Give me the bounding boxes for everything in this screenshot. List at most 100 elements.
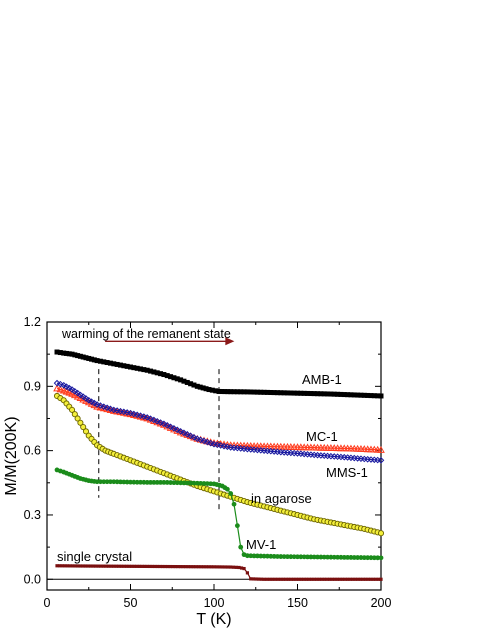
data-point <box>173 426 181 434</box>
data-point <box>244 389 250 395</box>
label-single-crystal: single crystal <box>57 549 132 564</box>
data-point <box>181 565 185 569</box>
data-point <box>204 565 208 569</box>
data-point <box>229 565 233 569</box>
data-point <box>231 389 237 395</box>
data-point <box>88 398 95 405</box>
data-point <box>83 355 89 361</box>
data-point <box>161 564 165 569</box>
data-point <box>69 406 76 413</box>
data-point <box>91 564 95 568</box>
data-point <box>86 355 92 361</box>
data-point <box>328 391 334 397</box>
data-point <box>271 553 277 559</box>
data-point <box>374 577 378 581</box>
data-point <box>209 387 215 393</box>
data-point <box>71 564 75 568</box>
data-point <box>130 564 134 568</box>
data-point <box>317 577 321 581</box>
data-point <box>199 565 203 569</box>
data-point <box>87 399 96 407</box>
data-point <box>107 564 111 568</box>
data-point <box>203 386 209 392</box>
data-point <box>371 555 377 561</box>
data-point <box>358 577 363 581</box>
data-point <box>239 566 244 570</box>
data-point <box>365 392 371 398</box>
data-point <box>377 445 385 453</box>
data-point <box>378 555 384 561</box>
data-point <box>215 565 219 569</box>
data-point <box>310 577 314 581</box>
data-point <box>223 565 227 569</box>
data-point <box>202 565 206 569</box>
data-point <box>111 479 117 485</box>
data-point <box>305 554 310 560</box>
data-point <box>107 405 114 413</box>
data-point <box>234 523 240 529</box>
data-point <box>163 564 167 569</box>
data-point <box>63 383 70 390</box>
data-point <box>96 564 100 568</box>
data-point <box>178 377 184 383</box>
data-point <box>343 577 347 581</box>
data-point <box>128 479 133 485</box>
data-point <box>144 479 150 485</box>
data-point <box>315 554 320 560</box>
data-point <box>281 577 285 581</box>
data-point <box>341 392 347 398</box>
data-point <box>171 564 175 569</box>
data-point <box>184 480 190 486</box>
data-point <box>68 389 76 397</box>
data-point <box>307 577 311 581</box>
data-point <box>147 415 154 423</box>
data-point <box>57 380 64 388</box>
data-point <box>371 577 375 581</box>
data-point <box>127 564 131 568</box>
data-point <box>378 393 384 399</box>
data-point <box>276 577 280 581</box>
data-point <box>298 390 304 396</box>
data-point <box>321 391 327 397</box>
data-point <box>74 389 81 397</box>
data-point <box>361 555 367 561</box>
data-point <box>377 530 385 537</box>
data-point <box>254 577 258 581</box>
data-point <box>177 428 184 435</box>
y-tick-label: 1.2 <box>24 315 41 329</box>
data-point <box>248 389 254 395</box>
data-point <box>97 402 104 409</box>
data-point <box>76 564 80 568</box>
data-point <box>83 564 88 568</box>
data-point <box>68 564 72 568</box>
data-point <box>140 413 148 420</box>
annotation-warming-text: warming of the remanent state <box>61 327 231 341</box>
data-point <box>71 388 79 395</box>
data-point <box>330 577 334 581</box>
data-point <box>103 404 111 412</box>
data-point <box>238 389 244 395</box>
data-point <box>134 365 140 371</box>
series-group <box>53 349 385 581</box>
data-point <box>301 554 307 560</box>
data-point <box>82 395 90 402</box>
data-point <box>57 350 63 356</box>
data-point <box>264 389 270 395</box>
data-point <box>366 577 370 581</box>
data-point <box>161 372 167 378</box>
data-point <box>268 577 272 581</box>
data-point <box>81 564 85 568</box>
data-point <box>168 480 173 485</box>
data-point <box>94 564 98 568</box>
data-point <box>114 564 118 568</box>
data-point <box>271 390 277 396</box>
data-point <box>259 577 264 581</box>
data-point <box>358 392 364 398</box>
data-point <box>298 554 304 560</box>
x-axis-label: T (K) <box>196 611 231 628</box>
data-point <box>167 423 174 431</box>
data-point <box>284 577 288 581</box>
data-point <box>164 373 170 379</box>
data-point <box>299 577 303 581</box>
